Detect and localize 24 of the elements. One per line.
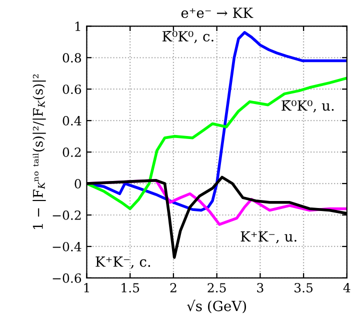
annotation: K⁺K⁻, u. (240, 231, 296, 244)
y-tick-label: −0.6 (52, 273, 82, 283)
y-tick-label: 0.4 (62, 116, 82, 126)
chart-title: e⁺e⁻ → KK (181, 8, 254, 18)
x-tick-label: 1.5 (122, 283, 140, 292)
y-tick-label: 0.2 (62, 148, 81, 157)
y-axis-title: 1 − |F$_{K}$ⁿᵒ ᵗᵃⁱˡ(s)|²/|F$_{K}$(s)|² (32, 74, 46, 229)
x-tick-label: 1 (84, 283, 89, 292)
x-tick-label: 3 (257, 283, 264, 292)
y-tick-label: 0 (74, 179, 82, 188)
y-tick-label: 0.6 (62, 84, 82, 94)
x-tick-label: 2 (170, 283, 176, 292)
line-series (86, 76, 347, 210)
x-tick-label: 2.5 (208, 283, 226, 292)
y-tick-label: 1 (75, 22, 80, 31)
x-tick-label: 3.5 (294, 283, 313, 292)
y-tick-label: −0.4 (52, 242, 82, 252)
y-tick-label: −0.2 (52, 210, 81, 220)
annotation: K̄⁰K⁰, c. (162, 30, 214, 44)
annotation: K̄⁰K⁰, u. (282, 100, 334, 112)
y-tick-label: 0.8 (62, 53, 82, 63)
x-axis-title: √s (GeV) (186, 300, 246, 314)
annotation: K⁺K⁻, c. (96, 256, 150, 269)
x-tick-label: 4 (343, 283, 350, 292)
